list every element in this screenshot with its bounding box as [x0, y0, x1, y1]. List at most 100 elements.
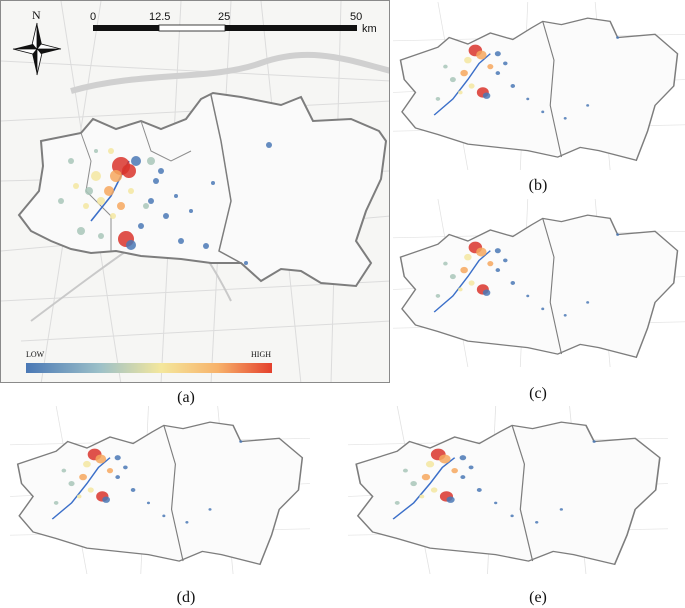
- hotspot-point: [435, 293, 441, 298]
- hotspot-point: [58, 198, 64, 204]
- scale-bar: 0 12.5 25 50 km: [90, 11, 377, 35]
- hotspot-point: [494, 248, 501, 254]
- district-divider: [163, 425, 184, 562]
- hotspot-point: [115, 475, 120, 480]
- hotspot-point: [458, 287, 463, 292]
- hotspot-point: [102, 496, 110, 503]
- hotspot-point: [563, 314, 567, 317]
- hotspot-point: [419, 494, 425, 499]
- yellow-river: [70, 51, 389, 94]
- hotspot-point: [73, 183, 79, 189]
- hotspot-point: [464, 56, 472, 64]
- hotspot-point: [239, 440, 243, 443]
- district-divider: [542, 218, 563, 355]
- hotspot-point: [468, 280, 475, 286]
- hotspot-point: [185, 521, 189, 524]
- district-divider: [210, 94, 242, 264]
- hotspot-point: [138, 223, 144, 229]
- hotspot-point: [97, 197, 105, 205]
- map-d-svg: [10, 406, 310, 574]
- hotspot-point: [106, 468, 114, 474]
- hotspot-point: [131, 156, 141, 166]
- hotspot-point: [451, 468, 458, 474]
- hotspot-point: [122, 164, 136, 178]
- hotspot-point: [126, 240, 136, 250]
- hotspot-point: [526, 294, 530, 298]
- hotspot-point: [147, 157, 155, 165]
- hotspot-point: [128, 188, 134, 194]
- map-panel-b: [393, 2, 685, 170]
- study-area-boundary: [17, 91, 388, 288]
- hotspot-point: [61, 468, 67, 473]
- hotspot-point: [87, 487, 94, 493]
- hotspot-point: [108, 148, 114, 154]
- map-c-svg: [393, 199, 685, 367]
- hotspot-point: [189, 209, 193, 213]
- map-e-svg: [348, 406, 668, 574]
- north-label: N: [32, 8, 41, 22]
- hotspot-point: [402, 468, 408, 473]
- caption-a: (a): [177, 389, 195, 406]
- hotspot-points: [435, 233, 620, 317]
- hotspot-point: [476, 488, 482, 492]
- legend-high-label: HIGH: [251, 350, 271, 359]
- hotspot-point: [394, 500, 400, 505]
- hotspot-point: [110, 213, 116, 219]
- hotspot-point: [446, 496, 455, 503]
- hotspot-point: [464, 253, 472, 261]
- study-area-boundary: [399, 17, 679, 162]
- main-map-svg: 0 12.5 25 50 km N: [1, 1, 389, 382]
- hotspot-point: [510, 514, 514, 518]
- hotspot-point: [458, 90, 463, 95]
- hotspot-point: [468, 83, 475, 89]
- hotspot-point: [68, 158, 74, 164]
- hotspot-point: [83, 460, 91, 468]
- hotspot-points: [53, 440, 243, 524]
- hotspot-point: [443, 64, 448, 69]
- map-panel-c: [393, 199, 685, 367]
- hotspot-point: [482, 289, 491, 296]
- hotspot-point: [541, 307, 545, 311]
- scale-tick-0: 0: [90, 11, 96, 23]
- river-blue: [51, 457, 111, 520]
- hotspot-point: [117, 202, 125, 210]
- hotspot-point: [559, 508, 563, 511]
- hotspot-point: [449, 76, 456, 83]
- hotspot-point: [460, 69, 468, 77]
- hotspot-point: [146, 501, 150, 505]
- hotspot-point: [421, 473, 431, 481]
- hotspot-point: [510, 281, 516, 285]
- hotspot-point: [123, 465, 128, 470]
- hotspot-point: [148, 198, 154, 204]
- hotspot-point: [110, 170, 122, 182]
- hotspot-point: [98, 233, 104, 239]
- hotspot-point: [95, 454, 107, 464]
- hotspot-points: [435, 36, 620, 120]
- hotspot-point: [476, 50, 487, 60]
- hotspot-point: [586, 104, 590, 107]
- hotspot-point: [468, 465, 474, 470]
- hotspot-point: [541, 110, 545, 114]
- river-blue: [433, 53, 491, 116]
- hotspot-point: [592, 440, 596, 443]
- hotspot-point: [460, 475, 466, 480]
- hotspot-point: [94, 149, 98, 153]
- hotspot-point: [503, 258, 508, 263]
- study-area-boundary: [399, 214, 679, 359]
- caption-e: (e): [529, 589, 547, 606]
- hotspot-point: [563, 117, 567, 120]
- hotspot-point: [68, 480, 75, 487]
- scale-tick-12-5: 12.5: [149, 11, 170, 23]
- hotspot-point: [76, 494, 82, 499]
- hotspot-point: [244, 261, 248, 265]
- hotspot-point: [526, 97, 530, 101]
- hotspot-point: [443, 261, 448, 266]
- hotspot-point: [153, 178, 159, 184]
- hotspot-point: [203, 243, 209, 249]
- legend-low-label: LOW: [26, 350, 45, 359]
- map-b-svg: [393, 2, 685, 170]
- caption-b: (b): [528, 177, 548, 194]
- hotspot-point: [439, 454, 451, 464]
- hotspot-point: [503, 61, 508, 66]
- map-panel-d: [0, 406, 340, 578]
